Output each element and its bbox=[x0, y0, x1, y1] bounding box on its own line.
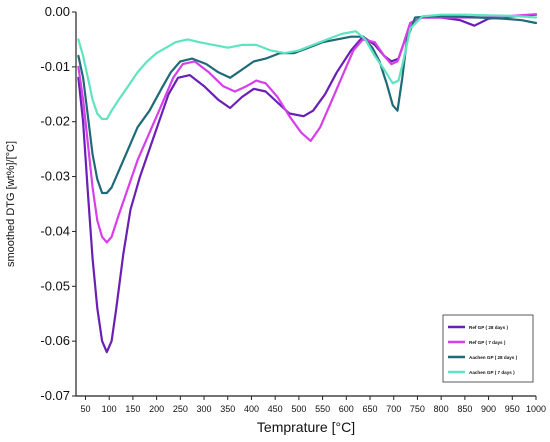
legend-label: Aachen GP ( 7 days ) bbox=[469, 370, 515, 375]
x-axis-title: Temprature [°C] bbox=[257, 419, 355, 435]
axes bbox=[75, 12, 536, 397]
x-ticks: 50 100 150 200 250 300 350 400 450 500 550 600 650 70… bbox=[80, 396, 546, 414]
x-tick-label: 950 bbox=[505, 404, 520, 414]
x-tick-label: 850 bbox=[457, 404, 472, 414]
y-tick-label: -0.02 bbox=[40, 114, 70, 129]
legend-label: Aachen GP ( 28 days ) bbox=[469, 355, 518, 360]
y-tick-label: -0.04 bbox=[40, 223, 70, 238]
legend-label: Ref GP ( 7 days ) bbox=[469, 340, 506, 345]
y-tick-label: -0.03 bbox=[40, 169, 70, 184]
x-tick-label: 500 bbox=[291, 404, 306, 414]
x-tick-label: 150 bbox=[125, 404, 140, 414]
x-tick-label: 300 bbox=[197, 404, 212, 414]
series-line-2 bbox=[77, 15, 538, 195]
x-tick-label: 350 bbox=[220, 404, 235, 414]
x-tick-label: 450 bbox=[268, 404, 283, 414]
legend: Ref GP ( 28 days ) Ref GP ( 7 days ) Aache… bbox=[442, 314, 534, 383]
series-lines bbox=[77, 13, 538, 354]
x-tick-label: 100 bbox=[102, 404, 117, 414]
y-tick-label: -0.07 bbox=[40, 388, 70, 403]
x-tick-label: 250 bbox=[173, 404, 188, 414]
y-axis-title: smoothed DTG [wt%]/[°C] bbox=[5, 141, 17, 267]
y-tick-label: 0.00 bbox=[45, 4, 70, 19]
x-tick-label: 650 bbox=[363, 404, 378, 414]
series-line-3 bbox=[77, 13, 538, 121]
y-tick-label: -0.01 bbox=[40, 59, 70, 74]
series-line-0 bbox=[77, 13, 538, 354]
x-tick-label: 550 bbox=[315, 404, 330, 414]
x-tick-label: 400 bbox=[244, 404, 259, 414]
series-line-1 bbox=[77, 13, 538, 244]
x-tick-label: 200 bbox=[149, 404, 164, 414]
legend-label: Ref GP ( 28 days ) bbox=[469, 325, 508, 330]
x-tick-label: 600 bbox=[339, 404, 354, 414]
y-tick-label: -0.05 bbox=[40, 278, 70, 293]
x-tick-label: 1000 bbox=[526, 404, 546, 414]
y-ticks: 0.00 -0.01 -0.02 -0.03 -0.04 -0.05 -0.06 -0.07 bbox=[40, 4, 76, 403]
x-tick-label: 800 bbox=[434, 404, 449, 414]
x-tick-label: 900 bbox=[481, 404, 496, 414]
x-tick-label: 50 bbox=[80, 404, 90, 414]
x-tick-label: 750 bbox=[410, 404, 425, 414]
x-tick-label: 700 bbox=[386, 404, 401, 414]
y-tick-label: -0.06 bbox=[40, 333, 70, 348]
